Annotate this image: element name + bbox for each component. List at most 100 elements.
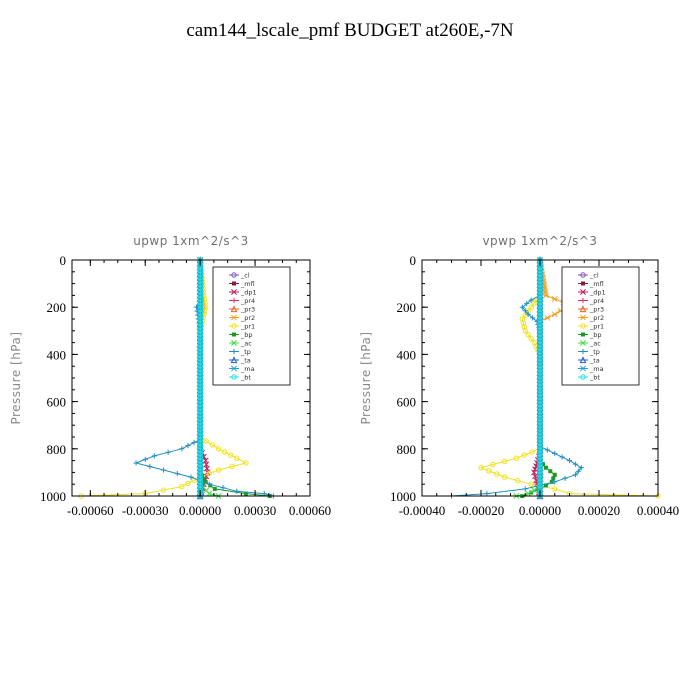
data-point-bp: [243, 491, 248, 496]
legend-entry: _ma: [589, 365, 604, 373]
legend-marker: [231, 374, 237, 380]
legend-entry: _pr1: [240, 322, 255, 330]
data-point-pr1: [160, 487, 167, 493]
data-point-tp: [525, 311, 531, 317]
data-point-pr1: [202, 304, 209, 310]
data-point-bt: [537, 433, 543, 439]
data-point-bt: [197, 422, 203, 429]
data-point-pr1: [528, 304, 534, 310]
legend-marker: [580, 297, 586, 304]
legend-entry: _ta: [240, 356, 251, 364]
legend-marker: [231, 340, 237, 346]
legend-marker: [232, 332, 236, 337]
data-point-tp: [151, 453, 157, 459]
data-point-bt: [537, 320, 543, 327]
series-bt: [537, 257, 543, 499]
legend-marker: [230, 356, 238, 364]
data-point-tp: [133, 460, 139, 466]
data-point-bt: [197, 401, 203, 408]
data-point-bt: [537, 387, 543, 394]
data-point-bt: [537, 296, 543, 302]
legend-box: [212, 266, 291, 386]
data-point-bt: [537, 461, 543, 467]
series-bt: [197, 257, 203, 499]
x-tick-label: 0.00000: [179, 503, 221, 518]
data-point-tp: [160, 467, 167, 473]
data-point-bt: [197, 405, 203, 411]
data-point-ac: [206, 490, 213, 497]
data-point-bt: [197, 299, 203, 305]
data-point-bt: [197, 426, 203, 432]
data-point-bp: [208, 483, 213, 488]
data-point-tp: [572, 472, 578, 478]
data-point-pr1: [501, 474, 508, 480]
legend-entry: _mfl: [240, 280, 255, 288]
data-point-tp: [147, 463, 153, 470]
data-point-bt: [197, 454, 203, 460]
data-point-bt: [197, 313, 203, 320]
data-point-bp: [551, 476, 556, 481]
data-point-bt: [197, 415, 203, 422]
data-point-pr1: [501, 458, 508, 465]
legend-marker: [231, 365, 237, 372]
data-point-bt: [197, 391, 203, 397]
x-tick-label: 0.00060: [289, 503, 331, 518]
data-point-bt: [197, 359, 203, 365]
data-point-tp: [179, 446, 185, 452]
data-point-bt: [537, 299, 543, 305]
data-point-bp: [203, 479, 208, 484]
data-point-bt: [537, 451, 543, 457]
chart-panel-1: upwp 1xm^2/s^3 Pressure [hPa] -0.00060 -0.0…: [9, 234, 331, 518]
data-point-pr1: [528, 481, 534, 487]
legend-entry: _pr2: [240, 314, 255, 322]
y-tick-label: 400: [47, 347, 67, 362]
legend-marker: [580, 340, 586, 346]
data-point-bt: [537, 334, 543, 341]
data-point-bt: [197, 377, 203, 383]
data-point-bt: [537, 475, 543, 482]
data-point-bt: [197, 362, 203, 369]
data-point-pr1: [215, 446, 222, 452]
data-point-pr1: [494, 471, 500, 477]
legend-entry: _ac: [240, 339, 252, 347]
data-point-bt: [197, 338, 203, 344]
data-point-bt: [197, 419, 203, 425]
legend-marker: [581, 281, 585, 286]
legend-marker: [579, 356, 587, 364]
data-point-bt: [537, 380, 543, 386]
data-point-bt: [537, 373, 543, 379]
data-point-bt: [197, 324, 203, 330]
x-tick-label: -0.00020: [458, 503, 505, 518]
data-point-tp: [522, 486, 528, 492]
y-tick-label: 1000: [390, 489, 416, 504]
data-point-bt: [537, 482, 543, 489]
legend-entry: _pr4: [589, 297, 604, 305]
data-point-bt: [537, 306, 543, 313]
data-point-bt: [537, 447, 543, 453]
data-point-pr2: [542, 292, 549, 299]
data-point-bt: [197, 296, 203, 302]
legend-entry: _ac: [589, 339, 601, 347]
data-point-bt: [537, 458, 543, 464]
data-point-bt: [537, 412, 543, 418]
data-point-pr1: [522, 328, 528, 334]
legend-marker: [580, 348, 586, 355]
data-point-bt: [197, 451, 203, 457]
data-point-bt: [197, 274, 203, 281]
data-point-bt: [537, 377, 543, 383]
data-point-bt: [537, 398, 543, 404]
data-point-bt: [197, 447, 203, 453]
data-point-bt: [537, 355, 543, 362]
data-point-bt: [537, 278, 543, 284]
data-point-bt: [197, 281, 203, 288]
data-point-bt: [197, 461, 203, 467]
data-point-bt: [537, 408, 543, 415]
data-point-tp: [220, 485, 226, 491]
data-point-bp: [543, 465, 548, 470]
legend-marker: [580, 314, 586, 321]
y-axis-label: Pressure [hPa]: [359, 331, 373, 424]
data-point-bt: [197, 436, 203, 443]
data-point-ac: [525, 490, 532, 497]
data-point-pr1: [528, 335, 534, 342]
